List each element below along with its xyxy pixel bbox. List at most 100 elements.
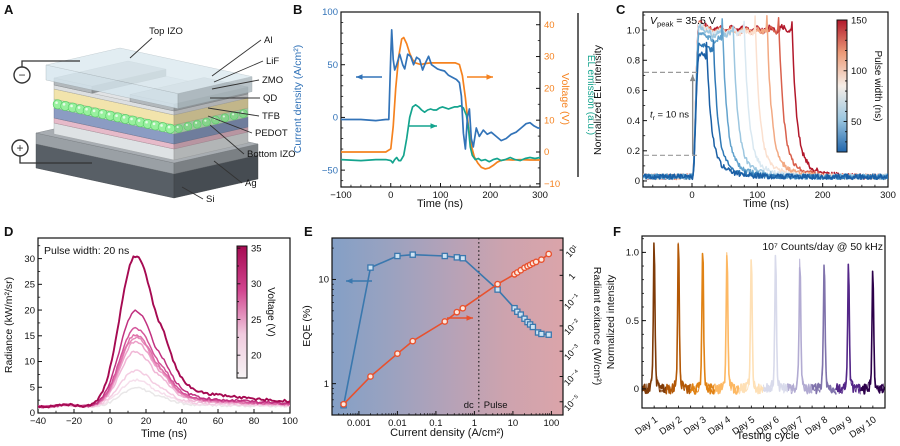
svg-text:−50: −50: [322, 165, 338, 176]
marker-eqe: [441, 252, 449, 260]
layer-labels: Top IZO Al LiF ZMO QD TFB PEDOT Bottom IZO Ag Si: [129, 26, 296, 205]
marker-eqe: [394, 252, 401, 260]
svg-text:EQE (%): EQE (%): [301, 305, 313, 346]
curves: [643, 14, 888, 181]
svg-text:QD: QD: [263, 93, 277, 104]
marker-eqe: [517, 311, 525, 318]
annotations: Vpeak = 35.5 V tr = 10 ns: [644, 15, 716, 156]
svg-text:1: 1: [566, 271, 577, 281]
svg-text:tr = 10 ns: tr = 10 ns: [650, 110, 689, 123]
svg-text:5: 5: [30, 382, 35, 393]
svg-text:35: 35: [251, 244, 262, 255]
svg-text:LiF: LiF: [266, 56, 279, 67]
annotations: [346, 278, 473, 321]
svg-text:Vpeak = 35.5 V: Vpeak = 35.5 V: [650, 15, 716, 29]
marker-radiant_exitance: [545, 250, 553, 258]
marker-eqe: [494, 286, 501, 293]
svg-text:0.2: 0.2: [627, 146, 640, 157]
svg-text:200: 200: [815, 190, 831, 201]
panel-e-eqe-chart: 0.001 0.01 0.1 1 10 100 1 10 10¹ 1 10⁻¹ 10⁻² 10⁻³ 10⁻…: [301, 237, 603, 439]
panel-b-transient-chart: −100 0 100 200 300−50050100−10010203040Curre…: [292, 7, 596, 210]
marker-eqe: [545, 331, 552, 338]
svg-text:10¹: 10¹: [564, 243, 580, 259]
svg-text:−: −: [18, 68, 25, 82]
svg-text:Time (ns): Time (ns): [743, 198, 789, 210]
traces: [642, 242, 885, 395]
svg-text:Al: Al: [264, 35, 272, 46]
svg-text:Time (ns): Time (ns): [141, 428, 187, 440]
svg-text:40: 40: [177, 416, 188, 427]
svg-text:40: 40: [544, 20, 555, 31]
svg-text:1.0: 1.0: [627, 25, 640, 36]
trace-day-4: [714, 252, 740, 394]
svg-text:10⁻⁵: 10⁻⁵: [562, 392, 582, 413]
marker-radiant_exitance: [532, 258, 540, 266]
trace-day-3: [690, 254, 715, 395]
svg-text:30: 30: [544, 52, 555, 63]
marker-eqe: [529, 323, 537, 331]
svg-text:20: 20: [544, 84, 555, 95]
marker-eqe: [367, 264, 374, 271]
svg-text:Radiance (kW/m²/sr): Radiance (kW/m²/sr): [3, 277, 15, 373]
marker-radiant_exitance: [394, 350, 401, 358]
axes: 0 100 200 300 0 0.2 0.4 0.6 0.8 1.0: [627, 11, 896, 201]
marker-radiant_exitance: [494, 280, 501, 288]
svg-text:Voltage (V): Voltage (V): [559, 73, 571, 125]
svg-text:0: 0: [107, 416, 112, 427]
svg-text:Bottom IZO: Bottom IZO: [247, 149, 296, 160]
svg-text:100: 100: [282, 416, 298, 427]
marker-radiant_exitance: [538, 256, 545, 263]
svg-text:100: 100: [851, 66, 867, 77]
svg-text:30: 30: [251, 279, 262, 290]
svg-text:Day 2: Day 2: [658, 414, 685, 437]
series: [341, 29, 540, 170]
colorbar: 50 100 150: [836, 15, 867, 153]
marker-radiant_exitance: [441, 318, 449, 325]
svg-text:10: 10: [544, 115, 555, 126]
svg-text:0: 0: [30, 408, 35, 419]
svg-text:0.4: 0.4: [627, 116, 640, 127]
series-current_density: [341, 29, 540, 150]
svg-text:Pulse: Pulse: [484, 400, 508, 411]
svg-text:10: 10: [24, 357, 35, 368]
svg-text:200: 200: [482, 190, 498, 201]
svg-text:1.0: 1.0: [626, 248, 639, 259]
svg-text:Voltage (V): Voltage (V): [265, 287, 276, 336]
marker-radiant_exitance: [409, 337, 417, 345]
svg-text:100: 100: [749, 190, 765, 201]
marker-eqe: [453, 254, 461, 261]
svg-text:ZMO: ZMO: [262, 75, 283, 86]
svg-text:15: 15: [24, 331, 35, 342]
marker-eqe: [459, 254, 467, 262]
svg-text:Testing cycle: Testing cycle: [737, 430, 800, 442]
svg-text:50: 50: [851, 117, 862, 128]
svg-text:10: 10: [508, 418, 519, 429]
series: [340, 250, 553, 409]
marker-eqe: [409, 251, 416, 258]
curve-pw-18: [643, 41, 888, 181]
marker-radiant_exitance: [453, 308, 461, 316]
colorbar: 20 25 30 35: [236, 244, 262, 379]
axes: −40 −20 0 20 40 60 80 100 0 5 10 15 20 25 30: [24, 237, 298, 427]
svg-text:80: 80: [249, 416, 260, 427]
svg-text:Day 4: Day 4: [706, 414, 733, 437]
svg-text:10⁻¹: 10⁻¹: [562, 292, 581, 312]
annotation: Pulse width: 20 ns: [44, 245, 129, 257]
terminals: −+: [11, 60, 92, 164]
trace-day-6: [763, 257, 788, 394]
svg-text:100: 100: [543, 418, 559, 429]
svg-text:PEDOT: PEDOT: [255, 128, 288, 139]
minus-terminal-icon: [13, 66, 31, 84]
dc-pulse-divider: dc Pulse: [464, 238, 508, 415]
svg-text:0.8: 0.8: [627, 55, 640, 66]
trace-day-5: [738, 260, 764, 395]
svg-text:Normalized EL intensity: Normalized EL intensity: [592, 44, 604, 155]
svg-text:50: 50: [327, 60, 338, 71]
svg-text:Si: Si: [206, 194, 214, 205]
svg-text:20: 20: [251, 351, 262, 362]
svg-text:1: 1: [324, 379, 329, 390]
svg-text:0.01: 0.01: [388, 418, 407, 429]
svg-text:30: 30: [24, 254, 35, 265]
